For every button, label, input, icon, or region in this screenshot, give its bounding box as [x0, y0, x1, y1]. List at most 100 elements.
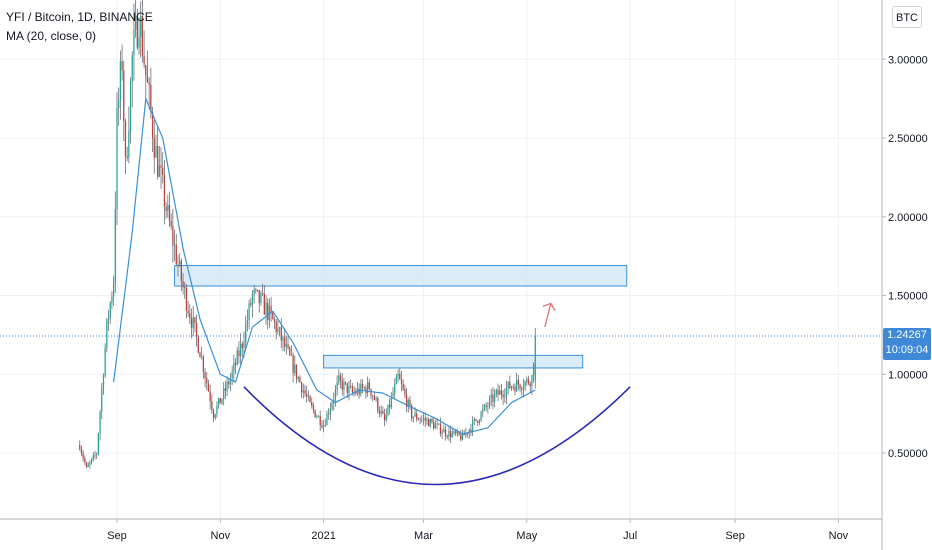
candle-body [138, 36, 140, 48]
y-tick-label: 3.00000 [888, 54, 928, 66]
candle-body [507, 381, 509, 388]
candle-body [90, 458, 93, 463]
symbol-title[interactable]: YFI / Bitcoin, 1D, BINANCE [6, 10, 153, 24]
candle-body [460, 434, 462, 440]
candle-body [107, 318, 110, 320]
time-axis[interactable]: Sep Nov 2021 Mar May Jul Sep Nov [107, 519, 849, 542]
candle-body [485, 405, 487, 407]
candle-body [360, 384, 362, 394]
candle-body [165, 206, 167, 211]
candle-body [366, 382, 369, 394]
candle-body [473, 418, 475, 421]
candle-body [273, 319, 276, 322]
candle-body [84, 458, 86, 463]
candle-body [175, 244, 177, 265]
candle-body [465, 432, 467, 436]
candle-body [294, 364, 296, 374]
candle-body [492, 394, 494, 402]
candle-body [529, 383, 531, 387]
candle-body [246, 320, 249, 325]
candle-body [422, 418, 425, 420]
candle-body [187, 310, 189, 313]
candle-body [167, 205, 169, 211]
candle-body [131, 55, 133, 82]
candle-body [236, 350, 238, 365]
candle-body [339, 375, 342, 381]
candle-body [92, 455, 94, 459]
x-tick-label: Sep [725, 530, 745, 542]
ma-indicator-label[interactable]: MA (20, close, 0) [6, 29, 97, 43]
candle-body [497, 390, 499, 395]
candle-body [343, 381, 345, 390]
candle-body [224, 388, 227, 391]
candle-body [82, 453, 84, 459]
candle-body [197, 336, 199, 353]
candle-body [136, 16, 138, 48]
candle-body [116, 107, 118, 210]
candle-body [300, 382, 303, 393]
candle-body [89, 462, 91, 465]
candle-body [404, 389, 406, 395]
candle-body [412, 416, 414, 419]
candle-body [206, 378, 208, 384]
candle-body [336, 382, 338, 390]
candle-body [458, 431, 460, 435]
candle-body [494, 393, 496, 402]
candle-body [482, 409, 484, 413]
candle-body [99, 411, 101, 434]
candle-body [461, 432, 464, 440]
candle-body [192, 317, 194, 328]
candle-body [433, 421, 435, 429]
grid-lines [0, 0, 882, 519]
candle-body [443, 429, 445, 433]
candle-body [270, 305, 272, 313]
candle-body [290, 354, 293, 356]
candle-body [495, 390, 497, 394]
candle-body [219, 398, 221, 404]
candle-body [500, 390, 503, 395]
candle-body [241, 343, 243, 349]
candle-body [532, 363, 535, 376]
candle-body [402, 383, 404, 390]
candle-body [516, 379, 518, 392]
cup-arc-drawing [243, 386, 631, 486]
candle-body [157, 145, 159, 177]
lower-resistance-zone[interactable] [323, 354, 584, 369]
candle-body [228, 381, 230, 385]
candle-body [380, 410, 382, 414]
candle-body [277, 328, 279, 332]
candle-body [179, 260, 181, 265]
candle-body [329, 408, 332, 415]
arrow-shaft [544, 303, 552, 328]
candle-body [180, 260, 182, 282]
candle-body [287, 344, 289, 348]
candle-body [214, 414, 216, 418]
currency-unit-button[interactable]: BTC [892, 6, 922, 28]
resistance-zones [174, 265, 628, 369]
candle-body [141, 16, 144, 56]
price-axis[interactable]: 0.50000 1.00000 1.50000 2.00000 2.50000 3.000… [882, 54, 928, 460]
candle-body [289, 347, 291, 355]
candle-body [439, 423, 442, 434]
candle-body [441, 432, 443, 434]
candle-body [119, 61, 122, 101]
candle-body [395, 376, 398, 385]
candle-body [129, 81, 132, 132]
y-tick-label: 2.50000 [888, 133, 928, 145]
candle-body [226, 381, 228, 391]
candle-body [346, 383, 348, 394]
candle-body [111, 296, 113, 304]
candle-body [207, 383, 210, 392]
upper-resistance-zone[interactable] [174, 265, 628, 287]
candle-body [201, 356, 203, 358]
candle-body [409, 399, 411, 406]
ma-line [113, 98, 536, 435]
candle-body [405, 394, 408, 408]
candle-body [299, 377, 301, 383]
last-price-badge: 1.24267 10:09:04 [883, 328, 931, 360]
x-tick-label: Nov [211, 530, 231, 542]
candle-body [358, 388, 360, 394]
candle-body [118, 100, 120, 108]
candle-body [504, 396, 506, 398]
